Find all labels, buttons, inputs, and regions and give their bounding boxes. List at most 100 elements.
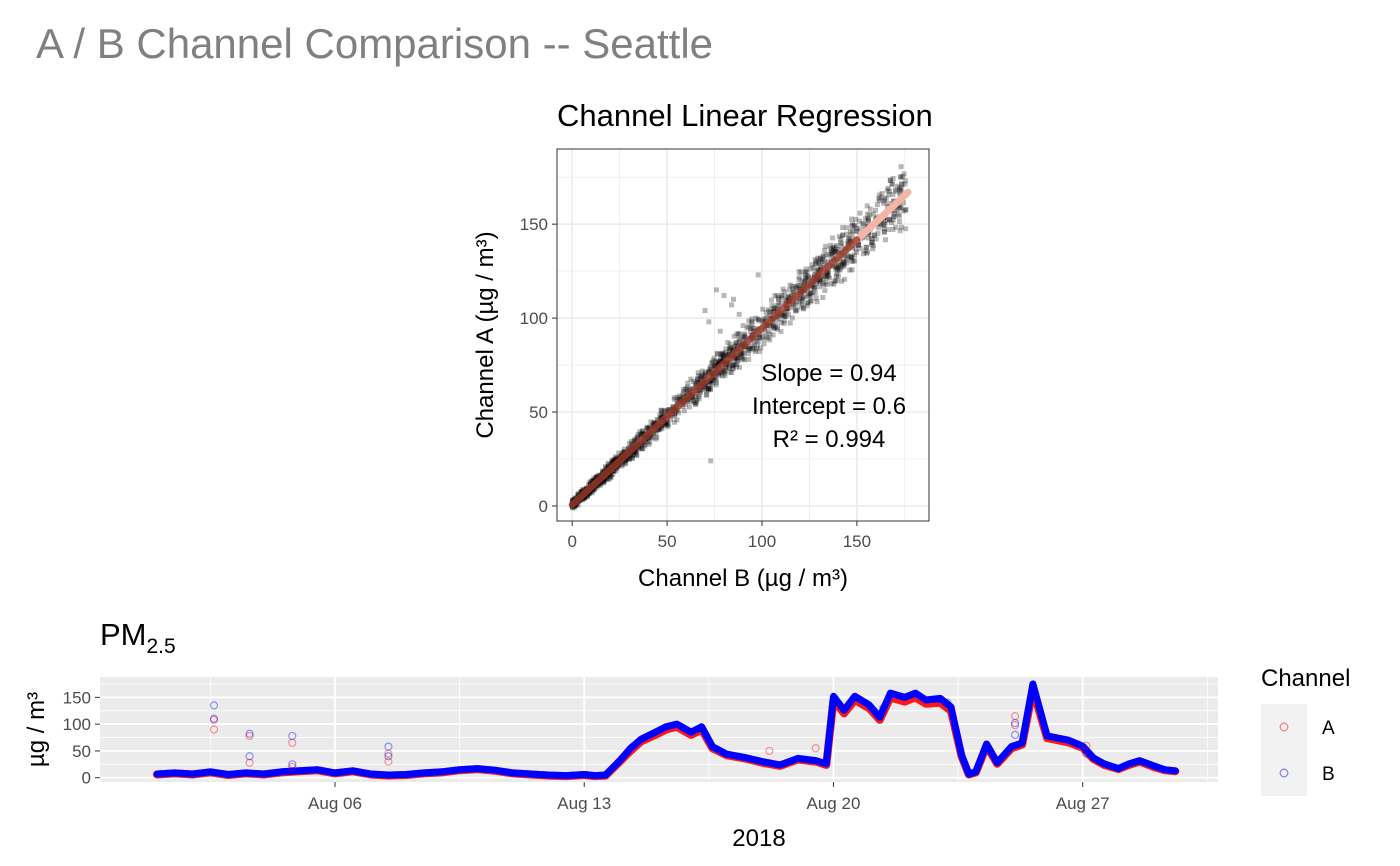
regression-point <box>664 422 670 428</box>
regression-point <box>692 380 698 386</box>
series-a-outlier-point <box>288 762 297 772</box>
regression-point <box>727 341 733 347</box>
regression-point <box>884 187 890 193</box>
regression-point <box>878 195 884 201</box>
regression-point <box>677 393 683 399</box>
regression-point <box>661 408 667 414</box>
regression-point <box>705 386 711 392</box>
regression-point <box>639 429 645 435</box>
regression-point <box>840 262 846 268</box>
regression-point <box>882 237 888 243</box>
regression-point <box>760 306 766 312</box>
regression-point <box>711 355 717 361</box>
regression-point <box>726 365 732 371</box>
regression-point <box>619 463 625 469</box>
regression-point <box>849 232 855 238</box>
regression-point <box>654 417 660 423</box>
regression-point <box>620 462 626 468</box>
regression-point <box>773 320 779 326</box>
regression-point <box>737 352 743 358</box>
series-b-outlier-point <box>1010 718 1020 728</box>
regression-point <box>812 257 818 263</box>
regression-point <box>733 339 739 345</box>
regression-annotation-line: Intercept = 0.6 <box>752 393 906 420</box>
regression-point <box>896 185 902 191</box>
regression-point <box>631 438 637 444</box>
regression-point <box>808 266 814 272</box>
regression-point <box>838 261 844 267</box>
regression-point <box>624 455 630 461</box>
regression-point <box>861 221 867 227</box>
legend-key-a <box>1279 722 1289 732</box>
regression-point <box>583 494 589 500</box>
regression-point <box>641 442 647 448</box>
regression-point <box>808 299 814 305</box>
regression-point <box>877 220 883 226</box>
regression-point <box>680 387 686 393</box>
regression-point <box>881 229 887 235</box>
regression-point <box>730 365 736 371</box>
regression-point <box>698 373 704 379</box>
regression-point <box>856 242 862 248</box>
regression-point <box>613 455 619 461</box>
regression-point <box>758 345 764 351</box>
regression-point <box>795 285 801 291</box>
regression-point <box>738 350 744 356</box>
regression-point <box>659 424 665 430</box>
regression-point <box>671 413 677 419</box>
regression-point <box>677 396 683 402</box>
regression-point <box>870 246 876 252</box>
regression-point <box>867 206 873 212</box>
regression-point <box>820 253 826 259</box>
regression-point <box>808 289 814 295</box>
regression-point <box>899 181 905 187</box>
regression-point <box>575 502 581 508</box>
regression-point <box>870 211 876 217</box>
regression-point <box>774 302 780 308</box>
regression-point <box>706 369 712 375</box>
regression-x-axis-label: Channel B (µg / m³) <box>638 565 848 592</box>
regression-point <box>892 208 898 214</box>
regression-point <box>794 284 800 290</box>
regression-point <box>867 212 873 218</box>
regression-point <box>789 283 795 289</box>
series-a-outlier-point <box>1010 712 1020 721</box>
regression-outlier-point <box>713 287 719 293</box>
timeseries-x-tick-label: Aug 13 <box>557 794 611 813</box>
regression-point <box>801 305 807 311</box>
timeseries-y-tick-label: 150 <box>63 688 91 707</box>
regression-point <box>637 429 643 435</box>
regression-point <box>785 312 791 318</box>
regression-point <box>869 236 875 242</box>
regression-point <box>813 268 819 274</box>
series-b-outlier-point <box>245 729 254 738</box>
regression-point <box>694 376 700 382</box>
regression-point <box>803 275 809 281</box>
regression-point <box>594 485 600 491</box>
regression-point <box>709 377 715 383</box>
regression-point <box>709 381 715 387</box>
regression-point <box>869 240 875 246</box>
regression-point <box>771 324 777 330</box>
regression-point <box>772 325 778 331</box>
regression-point <box>672 419 678 425</box>
regression-point <box>848 254 854 260</box>
regression-point <box>798 269 804 275</box>
regression-point <box>783 297 789 303</box>
regression-point <box>837 267 843 273</box>
regression-point <box>809 284 815 290</box>
regression-point <box>828 242 834 248</box>
regression-point <box>812 285 818 291</box>
regression-point <box>735 357 741 363</box>
regression-point <box>749 319 755 325</box>
regression-point <box>708 386 714 392</box>
regression-point <box>650 420 656 426</box>
regression-point <box>846 236 852 242</box>
regression-point <box>894 183 900 189</box>
regression-point <box>659 425 665 431</box>
regression-point <box>847 254 853 260</box>
regression-point <box>885 227 891 233</box>
series-b-outlier-point <box>209 714 219 723</box>
regression-point <box>814 299 820 305</box>
